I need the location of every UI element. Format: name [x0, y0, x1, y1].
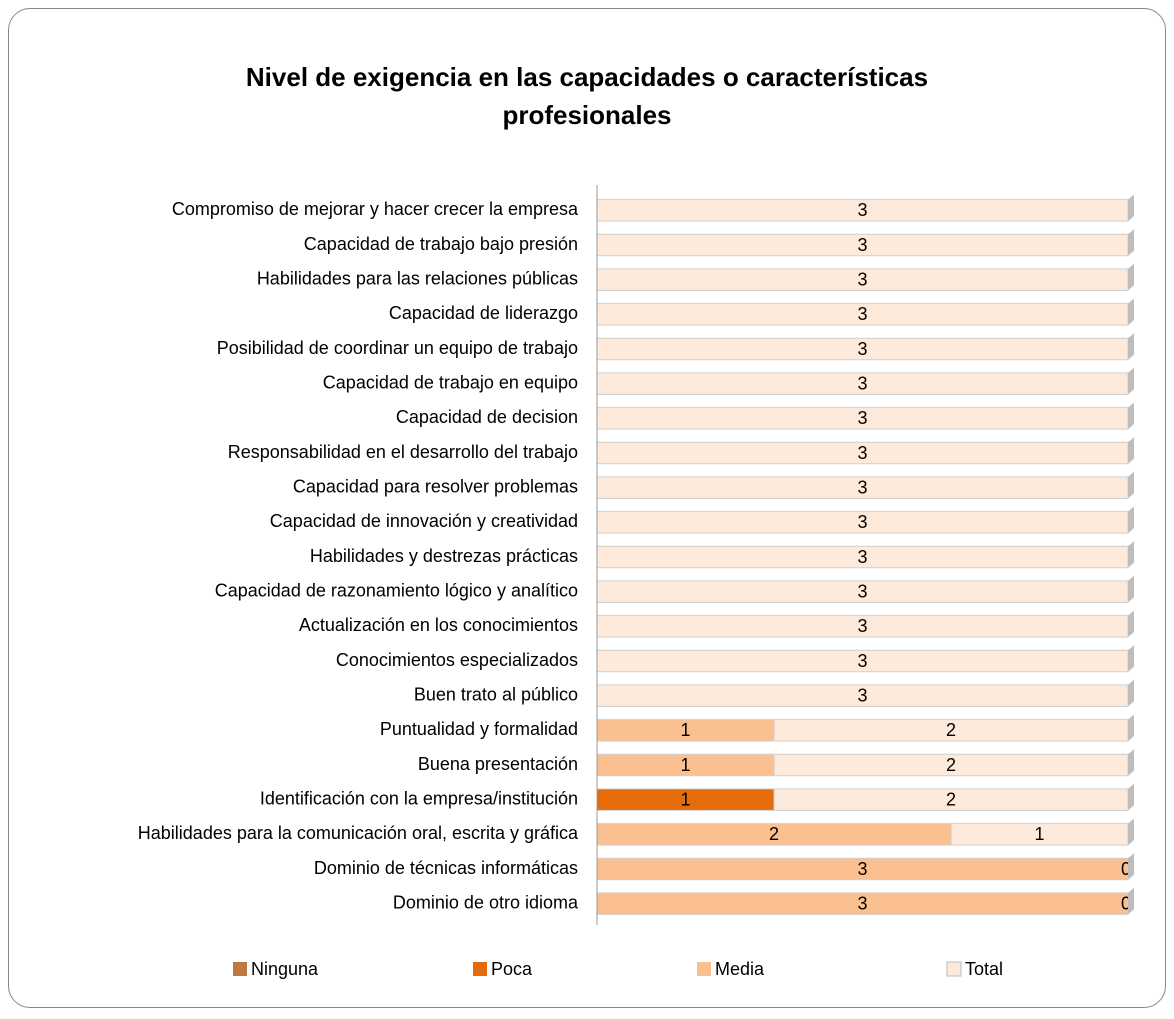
data-label: 3: [857, 200, 867, 220]
data-label: 3: [857, 547, 867, 567]
legend-label: Total: [965, 959, 1003, 979]
bar-depth: [1128, 714, 1134, 742]
legend-swatch: [473, 962, 487, 976]
y-tick-label: Capacidad de liderazgo: [389, 303, 578, 323]
y-tick-label: Actualización en los conocimientos: [299, 615, 578, 635]
bar-depth: [1128, 853, 1134, 880]
data-label: 1: [1034, 824, 1044, 844]
bar-depth: [1128, 783, 1134, 811]
bar-depth: [1128, 263, 1134, 291]
y-tick-label: Capacidad de trabajo bajo presión: [304, 234, 578, 254]
data-label: 3: [857, 373, 867, 393]
data-label: 2: [946, 755, 956, 775]
data-label: 1: [680, 755, 690, 775]
data-label: 3: [857, 893, 867, 913]
y-tick-label: Capacidad de trabajo en equipo: [323, 372, 578, 392]
data-label: 3: [857, 235, 867, 255]
bar-depth: [1128, 298, 1134, 326]
data-label: 1: [680, 789, 690, 809]
y-tick-label: Capacidad para resolver problemas: [293, 476, 578, 496]
legend-label: Poca: [491, 959, 533, 979]
bar-depth: [1128, 229, 1134, 256]
y-tick-label: Capacidad de razonamiento lógico y analí…: [215, 580, 578, 600]
data-label: 2: [946, 720, 956, 740]
bar-depth: [1128, 749, 1134, 776]
legend-label: Media: [715, 959, 765, 979]
data-label: 0: [1121, 859, 1131, 879]
bar-depth: [1128, 541, 1134, 568]
data-label: 3: [857, 477, 867, 497]
bar-depth: [1128, 506, 1134, 534]
y-tick-label: Buen trato al público: [414, 684, 578, 704]
bar-depth: [1128, 333, 1134, 360]
bar-depth: [1128, 194, 1134, 222]
data-label: 3: [857, 859, 867, 879]
data-label: 2: [769, 824, 779, 844]
y-tick-label: Conocimientos especializados: [336, 650, 578, 670]
legend-swatch: [697, 962, 711, 976]
data-label: 3: [857, 304, 867, 324]
y-tick-label: Identificación con la empresa/institució…: [260, 788, 578, 808]
data-label: 3: [857, 443, 867, 463]
bar-depth: [1128, 402, 1134, 430]
data-label: 3: [857, 408, 867, 428]
bar-depth: [1128, 471, 1134, 499]
legend-swatch: [946, 961, 962, 977]
y-tick-label: Capacidad de innovación y creatividad: [270, 511, 578, 531]
data-label: 0: [1121, 893, 1131, 913]
data-label: 3: [857, 269, 867, 289]
y-tick-label: Habilidades y destrezas prácticas: [310, 546, 578, 566]
data-label: 3: [857, 339, 867, 359]
bar-depth: [1128, 887, 1134, 915]
bar-depth: [1128, 645, 1134, 672]
legend-label: Ninguna: [251, 959, 319, 979]
data-label: 3: [857, 581, 867, 601]
y-tick-label: Responsabilidad en el desarrollo del tra…: [228, 442, 578, 462]
bar-depth: [1128, 610, 1134, 638]
data-label: 3: [857, 685, 867, 705]
bar-depth: [1128, 575, 1134, 603]
chart-title: Nivel de exigencia en las capacidades o …: [245, 62, 929, 130]
chart-frame: [8, 8, 1166, 1008]
bar-depth: [1128, 679, 1134, 707]
data-label: 1: [680, 720, 690, 740]
legend-swatch: [233, 962, 247, 976]
y-tick-label: Buena presentación: [418, 754, 578, 774]
bar-depth: [1128, 818, 1134, 846]
data-label: 3: [857, 651, 867, 671]
y-tick-label: Puntualidad y formalidad: [380, 719, 578, 739]
data-label: 2: [946, 789, 956, 809]
y-tick-label: Dominio de técnicas informáticas: [314, 858, 578, 878]
y-tick-label: Habilidades para la comunicación oral, e…: [138, 823, 579, 843]
data-label: 3: [857, 616, 867, 636]
bar-depth: [1128, 437, 1134, 464]
y-tick-label: Compromiso de mejorar y hacer crecer la …: [172, 199, 579, 219]
bar-depth: [1128, 367, 1134, 395]
y-tick-label: Habilidades para las relaciones públicas: [257, 268, 578, 288]
y-tick-label: Capacidad de decision: [396, 407, 578, 427]
y-tick-label: Dominio de otro idioma: [393, 892, 579, 912]
y-tick-label: Posibilidad de coordinar un equipo de tr…: [217, 338, 578, 358]
data-label: 3: [857, 512, 867, 532]
